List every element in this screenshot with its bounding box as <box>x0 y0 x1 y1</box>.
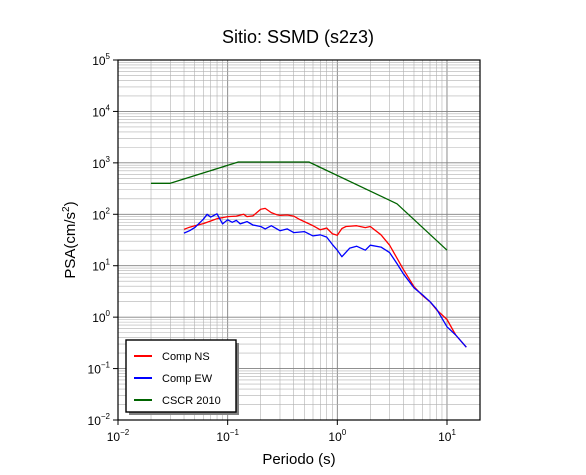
grid <box>117 59 481 421</box>
x-tick-label-base: 10 <box>438 430 452 444</box>
y-tick-label: 103 <box>92 155 110 171</box>
x-tick-label-exp: −2 <box>120 428 130 437</box>
y-tick-label-base: 10 <box>92 260 106 274</box>
x-axis-label: Periodo (s) <box>262 451 335 468</box>
x-tick-label-exp: 1 <box>451 428 456 437</box>
x-tick-label: 101 <box>438 428 456 444</box>
legend-label: Comp NS <box>162 351 210 363</box>
y-tick-label-base: 10 <box>88 363 102 377</box>
y-tick-label-exp: 3 <box>106 155 111 164</box>
series-line-cscr-2010 <box>151 161 448 251</box>
x-tick-label-base: 10 <box>216 430 230 444</box>
series-line-comp-ew <box>183 213 467 348</box>
y-tick-label: 105 <box>92 52 110 68</box>
y-tick-label: 102 <box>92 206 110 222</box>
x-tick-label: 10−1 <box>216 428 239 444</box>
y-tick-label-base: 10 <box>92 311 106 325</box>
legend-label: Comp EW <box>162 373 213 385</box>
y-tick-label-base: 10 <box>92 157 106 171</box>
y-tick-label-exp: 0 <box>106 309 111 318</box>
y-tick-label: 104 <box>92 103 110 119</box>
y-tick-label-exp: 1 <box>106 258 111 267</box>
x-tick-label-base: 10 <box>328 430 342 444</box>
y-tick-label: 10−2 <box>88 412 111 428</box>
y-tick-label-exp: −2 <box>101 412 111 421</box>
x-tick-label-exp: −1 <box>230 428 240 437</box>
x-tick-label: 100 <box>328 428 346 444</box>
y-tick-label-base: 10 <box>92 105 106 119</box>
y-tick-label-base: 10 <box>92 54 106 68</box>
y-tick-label-exp: 2 <box>106 206 111 215</box>
series-line-comp-ns <box>183 207 467 348</box>
y-tick-label-base: 10 <box>92 208 106 222</box>
y-tick-label-exp: 5 <box>106 52 111 61</box>
chart-title: Sitio: SSMD (s2z3) <box>222 27 374 47</box>
plot-frame <box>117 59 481 421</box>
y-axis-label-end: ) <box>62 201 79 206</box>
y-axis-label-base: PSA(cm/s <box>62 212 79 279</box>
x-tick-label: 10−2 <box>107 428 130 444</box>
y-axis-label: PSA(cm/s2) <box>61 201 79 278</box>
x-tick-label-exp: 0 <box>342 428 347 437</box>
y-tick-label: 101 <box>92 258 110 274</box>
series-lines <box>151 161 467 348</box>
y-tick-label: 10−1 <box>88 361 111 377</box>
y-tick-label-exp: −1 <box>101 361 111 370</box>
y-axis-label-sup: 2 <box>61 206 72 212</box>
legend: Comp NS Comp EW CSCR 2010 <box>125 339 239 415</box>
x-tick-label-base: 10 <box>107 430 121 444</box>
y-tick-label: 100 <box>92 309 110 325</box>
y-tick-label-base: 10 <box>88 414 102 428</box>
legend-label: CSCR 2010 <box>162 395 221 407</box>
y-tick-label-exp: 4 <box>106 103 111 112</box>
